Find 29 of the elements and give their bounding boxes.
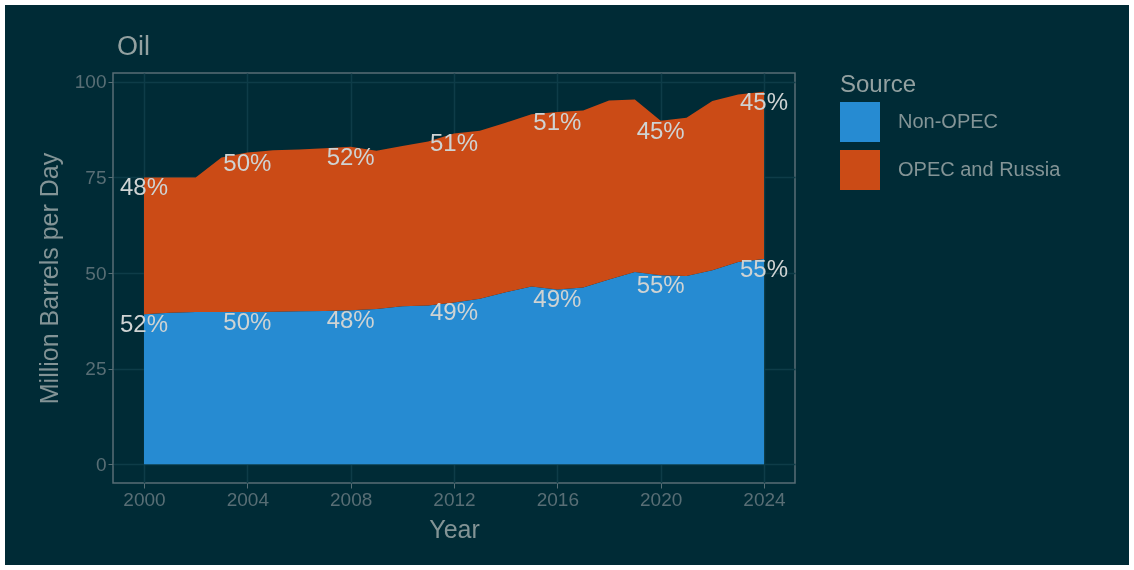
x-tick-label: 2024 — [743, 488, 787, 510]
x-tick-label: 2012 — [433, 488, 476, 510]
x-tick-label: 2016 — [536, 488, 579, 510]
annotation: 49% — [533, 285, 582, 313]
legend-label: Non-OPEC — [898, 110, 999, 132]
legend-title: Source — [840, 70, 917, 97]
annotation: 51% — [429, 129, 479, 157]
x-tick-label: 2004 — [226, 488, 270, 510]
annotation: 48% — [326, 306, 375, 334]
chart-title: Oil — [117, 30, 150, 61]
y-tick-label: 25 — [85, 358, 107, 380]
annotation: 48% — [119, 173, 169, 201]
legend-label: OPEC and Russia — [898, 158, 1062, 180]
x-axis-title: Year — [429, 514, 480, 543]
y-tick-label: 50 — [85, 262, 107, 284]
annotation: 45% — [636, 116, 685, 144]
annotation: 51% — [533, 108, 582, 136]
y-tick-label: 0 — [95, 453, 107, 475]
annotation: 52% — [326, 142, 375, 170]
annotation: 50% — [223, 148, 272, 176]
annotation: 50% — [223, 308, 272, 336]
y-tick-label: 100 — [74, 71, 107, 93]
x-tick-label: 2000 — [123, 488, 166, 510]
y-axis-title: Million Barrels per Day — [34, 152, 63, 405]
x-tick-label: 2020 — [640, 488, 683, 510]
annotation: 49% — [429, 298, 479, 326]
annotation: 55% — [636, 271, 685, 299]
x-tick-label: 2008 — [330, 488, 373, 510]
y-tick-label: 75 — [85, 166, 107, 188]
